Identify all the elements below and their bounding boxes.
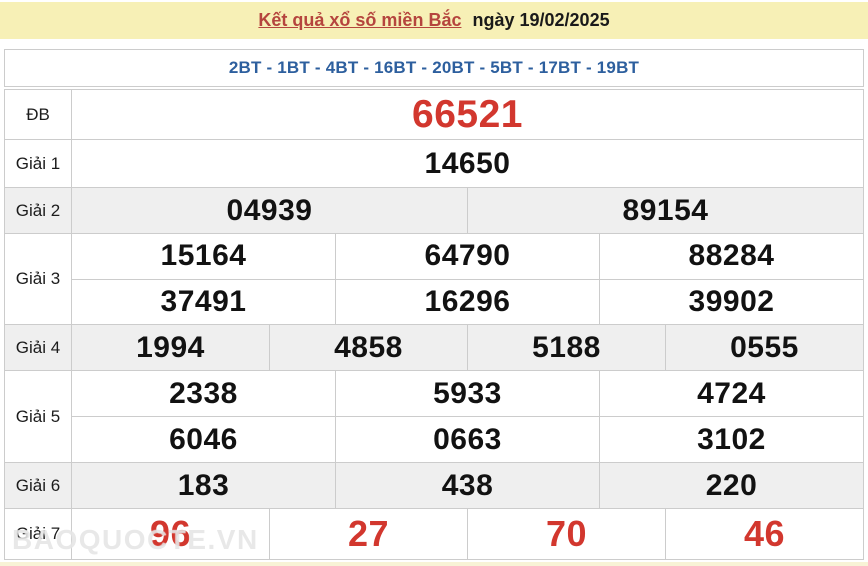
prize-label: Giải 1 [5,140,72,187]
prize-number: 04939 [226,193,313,227]
prize-number: 16296 [335,279,599,324]
prize-number: 64790 [335,234,599,279]
prize-numbers-group: 15164 64790 88284 37491 16296 39902 [72,234,863,324]
prize-number: 14650 [424,146,511,180]
prize-line: 2338 5933 4724 [72,371,863,416]
prize-line: 1994 4858 5188 0555 [72,325,863,370]
prize-number: 70 [467,509,665,559]
prize-numbers-group: 66521 [72,90,863,139]
prize-line: 14650 [72,140,863,187]
prize-numbers-group: 14650 [72,140,863,187]
prize-number: 2338 [169,376,238,410]
prize-label: Giải 7 [5,509,72,559]
prize-number: 438 [335,463,599,508]
prize-number: 66521 [412,92,523,136]
bottom-strip [0,562,868,566]
prize-line: 6046 0663 3102 [72,416,863,462]
prize-numbers-group: 183 438 220 [72,463,863,508]
prize-number: 1994 [136,330,205,364]
prize-number: 5933 [335,371,599,416]
results-table: ĐB 66521 Giải 1 14650 Giải 2 04939 89154 Giải 3… [4,89,864,560]
prize-line: 37491 16296 39902 [72,278,863,324]
prize-number: 5188 [467,325,665,370]
prize-number: 220 [599,463,863,508]
table-row: Giải 3 15164 64790 88284 37491 16296 39902 [5,233,863,324]
table-row: Giải 4 1994 4858 5188 0555 [5,324,863,370]
prize-number: 6046 [169,422,238,456]
title-link[interactable]: Kết quả xổ số miền Bắc [258,10,462,30]
table-row: Giải 1 14650 [5,139,863,187]
prize-line: 04939 89154 [72,188,863,233]
prize-number: 46 [665,509,863,559]
table-row: Giải 6 183 438 220 [5,462,863,508]
prize-number: 89154 [467,188,863,233]
prize-label: Giải 6 [5,463,72,508]
title-date: ngày 19/02/2025 [472,10,610,30]
prize-number: 183 [177,468,230,502]
prize-line: 66521 [72,90,863,139]
page-title: Kết quả xổ số miền Bắc ngày 19/02/2025 [258,10,609,31]
prize-line: 183 438 220 [72,463,863,508]
prize-number: 96 [149,513,192,554]
prize-number: 37491 [160,284,247,318]
prize-number: 15164 [160,239,247,273]
prize-number: 39902 [599,279,863,324]
prize-numbers-group: 2338 5933 4724 6046 0663 3102 [72,371,863,462]
table-row: Giải 7 96 27 70 46 [5,508,863,559]
bt-summary-text: 2BT - 1BT - 4BT - 16BT - 20BT - 5BT - 17… [228,58,640,77]
prize-numbers-group: 96 27 70 46 [72,509,863,559]
table-row: ĐB 66521 [5,90,863,139]
prize-line: 96 27 70 46 [72,509,863,559]
prize-label: Giải 2 [5,188,72,233]
prize-label: ĐB [5,90,72,139]
page-header: Kết quả xổ số miền Bắc ngày 19/02/2025 [0,2,868,39]
prize-label: Giải 4 [5,325,72,370]
prize-label: Giải 3 [5,234,72,324]
prize-line: 15164 64790 88284 [72,234,863,279]
table-row: Giải 5 2338 5933 4724 6046 0663 3102 [5,370,863,462]
prize-number: 3102 [599,417,863,462]
prize-numbers-group: 04939 89154 [72,188,863,233]
prize-number: 0663 [335,417,599,462]
prize-number: 0555 [665,325,863,370]
prize-number: 88284 [599,234,863,279]
table-row: Giải 2 04939 89154 [5,187,863,233]
prize-numbers-group: 1994 4858 5188 0555 [72,325,863,370]
prize-number: 4724 [599,371,863,416]
bt-summary-row: 2BT - 1BT - 4BT - 16BT - 20BT - 5BT - 17… [4,49,864,87]
prize-number: 4858 [269,325,467,370]
prize-number: 27 [269,509,467,559]
prize-label: Giải 5 [5,371,72,462]
